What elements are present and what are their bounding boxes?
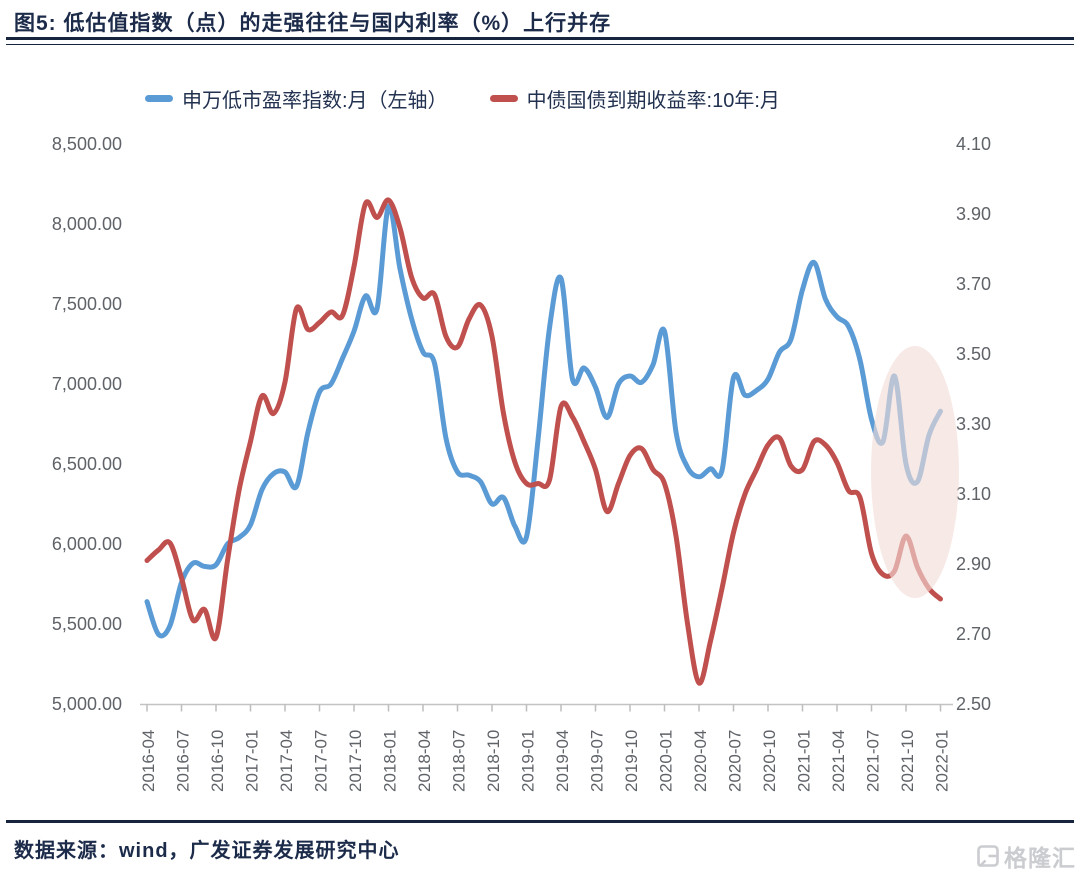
bond-yield-line-swatch	[489, 95, 518, 102]
series-line-sw-index	[144, 203, 943, 639]
x-axis-label: 2020-01	[657, 730, 676, 792]
figure-title: 图5: 低估值指数（点）的走强往往与国内利率（%）上行并存	[14, 12, 612, 35]
gelonghui-g-icon	[977, 845, 999, 867]
y-axis-right-label: 2.50	[956, 694, 991, 714]
x-axis-label: 2017-01	[243, 730, 262, 792]
x-axis-label: 2022-01	[933, 730, 952, 792]
y-axis-right-label: 3.90	[956, 204, 991, 224]
x-axis-label: 2018-01	[381, 730, 400, 792]
title-divider	[6, 37, 1074, 45]
x-axis-label: 2020-04	[691, 730, 710, 792]
x-axis-label: 2021-04	[829, 730, 848, 792]
sw-index-line-swatch	[145, 95, 173, 102]
x-axis-label: 2021-07	[864, 730, 883, 792]
x-axis-label: 2016-07	[174, 730, 193, 792]
x-axis-label: 2017-10	[346, 730, 365, 792]
x-axis-label: 2019-10	[622, 730, 641, 792]
data-source: 数据来源：wind，广发证券发展研究中心	[14, 840, 400, 862]
y-axis-right-label: 2.90	[956, 554, 991, 574]
y-axis-left-label: 6,500.00	[52, 454, 122, 474]
y-axis-left-label: 7,500.00	[52, 294, 122, 314]
y-axis-left-label: 5,000.00	[52, 694, 122, 714]
x-axis-label: 2019-04	[553, 730, 572, 792]
y-axis-right-label: 3.50	[956, 344, 991, 364]
series-line-bond-yield	[144, 197, 943, 686]
bond-yield-legend-label: 中债国债到期收益率:10年:月	[526, 90, 780, 112]
gelonghui-logo-text: 格隆汇	[1004, 845, 1076, 871]
y-axis-left-label: 6,000.00	[52, 534, 122, 554]
x-axis-label: 2019-01	[519, 730, 538, 792]
highlight-ellipse	[871, 346, 959, 598]
y-axis-right-label: 3.30	[956, 414, 991, 434]
y-axis-left-label: 8,000.00	[52, 214, 122, 234]
x-axis-label: 2017-07	[312, 730, 331, 792]
y-axis-right-label: 2.70	[956, 624, 991, 644]
x-axis-label: 2021-10	[898, 730, 917, 792]
legend-item-bond-yield: 中债国债到期收益率:10年:月	[489, 84, 780, 113]
y-axis-right-label: 4.10	[956, 134, 991, 154]
sw-index-legend-label: 申万低市盈率指数:月（左轴）	[182, 90, 448, 112]
y-axis-left-label: 5,500.00	[52, 614, 122, 634]
y-axis-right-label: 3.10	[956, 484, 991, 504]
x-axis-label: 2018-04	[415, 730, 434, 792]
y-axis-left-label: 7,000.00	[52, 374, 122, 394]
chart-legend: 申万低市盈率指数:月（左轴） 中债国债到期收益率:10年:月	[145, 84, 780, 113]
x-axis-label: 2018-07	[450, 730, 469, 792]
y-axis-left-label: 8,500.00	[52, 134, 122, 154]
x-axis-label: 2021-01	[795, 730, 814, 792]
gelonghui-logo: 格隆汇	[976, 839, 1076, 873]
x-axis-label: 2017-04	[277, 730, 296, 792]
legend-item-sw-index: 申万低市盈率指数:月（左轴）	[145, 84, 448, 113]
x-axis-label: 2016-04	[139, 730, 158, 792]
x-axis-label: 2018-10	[484, 730, 503, 792]
x-axis-label: 2019-07	[588, 730, 607, 792]
x-axis-label: 2016-10	[208, 730, 227, 792]
footer-divider	[6, 820, 1074, 823]
x-axis-label: 2020-10	[760, 730, 779, 792]
y-axis-right-label: 3.70	[956, 274, 991, 294]
x-axis-label: 2020-07	[726, 730, 745, 792]
